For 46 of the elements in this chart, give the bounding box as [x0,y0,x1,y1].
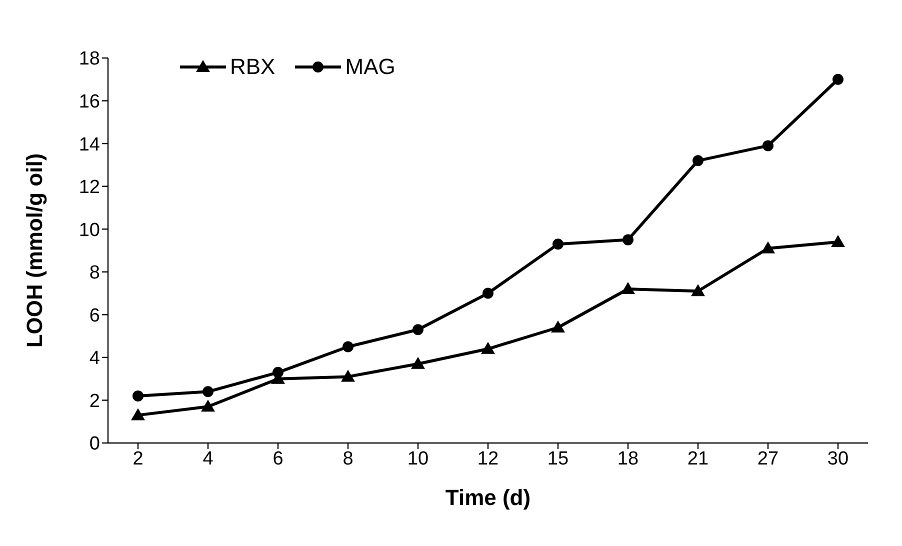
point [831,234,845,247]
x-tick-label: 8 [342,448,354,470]
point [622,234,634,246]
point [761,241,775,254]
x-tick-label: 30 [827,448,849,470]
y-axis-title: LOOH (mmol/g oil) [22,153,47,348]
point [621,282,635,294]
x-tick-label: 12 [477,448,499,470]
y-tick-label: 6 [89,305,100,326]
point [131,408,145,420]
point [411,356,425,369]
point [482,288,494,299]
point [202,386,214,398]
x-tick-label: 10 [407,448,429,470]
y-tick-label: 16 [78,92,100,113]
x-tick-label: 27 [757,448,779,470]
x-axis-title: Time (d) [445,485,531,510]
point [691,284,705,296]
x-tick-label: 6 [272,448,284,470]
y-tick-label: 4 [89,348,100,370]
x-tick-label: 2 [132,448,144,470]
y-tick-label: 2 [89,390,100,412]
point [132,390,144,402]
y-tick-label: 12 [78,177,100,198]
point [552,238,564,250]
x-tick-label: 21 [687,448,709,470]
y-tick-label: 14 [78,134,100,156]
point [762,140,774,152]
x-tick-label: 18 [617,448,639,470]
y-tick-label: 8 [89,262,100,284]
y-tick-label: 10 [78,220,100,241]
y-tick-label: 0 [89,434,100,455]
y-tick-label: 18 [78,48,100,70]
point [201,400,215,412]
legend-label: RBX [230,54,276,80]
point [341,370,355,382]
x-tick-label: 4 [202,448,214,470]
point [412,324,424,336]
point [692,155,704,166]
point [272,366,284,378]
point [832,74,844,85]
point [551,320,565,332]
x-tick-label: 15 [547,448,569,470]
legend-label: MAG [345,54,396,80]
point [342,341,354,352]
point [481,342,495,354]
